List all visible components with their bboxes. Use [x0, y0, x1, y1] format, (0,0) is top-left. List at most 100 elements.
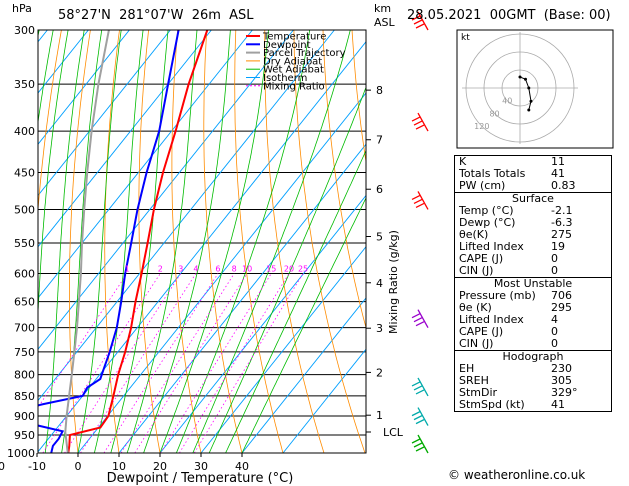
wind-barb-flag [411, 381, 421, 387]
hodograph-param-value: 305 [551, 374, 572, 387]
x-tick-label: -10 [28, 460, 46, 473]
wind-barb-flag [413, 120, 423, 126]
pressure-tick-label: 600 [14, 268, 35, 281]
legend-label: Wet Adiabat [263, 65, 324, 76]
index-value: 11 [551, 155, 565, 168]
dry-adiabat-line [351, 30, 366, 165]
wind-barb-flag [413, 385, 423, 391]
surface-value: 275 [551, 228, 572, 241]
wet-adiabat-line [110, 30, 169, 453]
surface-value: -6.3 [551, 216, 573, 229]
index-row: Totals Totals 41 [455, 168, 611, 180]
wet-adiabat-line [38, 30, 69, 321]
wind-barb-staff [417, 434, 429, 454]
parcel-trajectory-line [64, 30, 110, 453]
index-row: K 11 [455, 156, 611, 168]
wind-barb-flag [415, 124, 425, 130]
wind-barb-staff [417, 407, 429, 426]
mixing-ratio-line [80, 273, 197, 453]
most-unstable-value: 0 [551, 325, 558, 338]
km-tick-label: 7 [376, 134, 383, 147]
most-unstable-title: Most Unstable [493, 277, 573, 290]
hodograph-ring-label: 40 [502, 97, 512, 106]
wind-barb-staff [417, 377, 429, 397]
mixing-ratio-line [103, 273, 219, 453]
wind-barb-staff [417, 309, 429, 329]
surface-row: CIN (J) 0 [455, 265, 611, 277]
isotherm-line [38, 30, 130, 145]
hodograph-point [518, 75, 522, 79]
mixing-ratio-line [134, 273, 248, 453]
dry-adiabat-line [0, 30, 3, 453]
hodograph-unit-label: kt [461, 33, 470, 43]
index-label: K [459, 155, 467, 168]
isotherm-line [38, 30, 171, 197]
wet-adiabat-line [159, 30, 269, 453]
hodograph-ring-label: 80 [489, 109, 499, 118]
dry-adiabat-line [203, 30, 243, 453]
hodograph-param-value: 230 [551, 362, 572, 375]
mixing-ratio-label: 10 [242, 265, 252, 274]
wind-barb-flag [413, 415, 423, 421]
most-unstable-label: CAPE (J) [459, 325, 504, 338]
mixing-ratio-label: 20 [284, 265, 294, 274]
pressure-tick-label: 500 [14, 203, 35, 216]
mixing-ratio-label: 6 [215, 265, 220, 274]
mixing-ratio-axis-title: Mixing Ratio (g/kg) [387, 230, 400, 334]
plot-frame [37, 29, 367, 454]
hodograph-param-label: StmDir [459, 386, 498, 399]
mixing-ratio-label: 3 [178, 265, 183, 274]
hodograph-frame [456, 29, 614, 149]
surface-value: 19 [551, 240, 565, 253]
datetime-title: 28.05.2021 00GMT (Base: 00) [407, 8, 611, 23]
most-unstable-label: θe (K) [459, 301, 492, 314]
wind-barb-flag [411, 411, 421, 417]
surface-label: CIN (J) [459, 264, 494, 277]
mixing-ratio-label: 4 [193, 265, 198, 274]
wind-barb [411, 191, 429, 210]
wet-adiabat-line [143, 30, 231, 453]
surface-value: -2.1 [551, 204, 573, 217]
legend-label: Dewpoint [263, 40, 311, 51]
wet-adiabat-line [192, 30, 351, 453]
pressure-tick-label: 900 [14, 410, 35, 423]
isotherm-line [282, 348, 366, 453]
mixing-ratio-line [179, 273, 290, 453]
surface-value: 0 [551, 252, 558, 265]
lcl-label: LCL [383, 426, 404, 439]
hodograph-param-row: EH 230 [455, 363, 611, 375]
wet-adiabat-line [94, 30, 144, 453]
km-tick-label: 2 [376, 366, 383, 379]
hodograph-param-value: 41 [551, 398, 565, 411]
footer-credit: © weatheronline.co.uk [448, 468, 586, 482]
most-unstable-value: 0 [551, 337, 558, 350]
surface-row: θe(K) 275 [455, 229, 611, 241]
surface-row: CAPE (J) 0 [455, 253, 611, 265]
wind-barb [411, 309, 429, 329]
isotherm-line [159, 194, 366, 453]
legend-label: Dry Adiabat [263, 56, 322, 67]
isotherm-line [0, 30, 6, 453]
wet-adiabat-line [0, 30, 13, 453]
index-value: 0.83 [551, 179, 576, 192]
wet-adiabat-line [225, 149, 366, 453]
wind-barb [411, 407, 429, 426]
x-axis-title: Dewpoint / Temperature (°C) [107, 471, 294, 486]
surface-value: 0 [551, 264, 558, 277]
wet-adiabat-line [44, 30, 85, 453]
pressure-tick-label: 650 [14, 296, 35, 309]
wind-barb-flag [411, 15, 421, 21]
mixing-ratio-line [160, 273, 272, 453]
km-tick-label: 4 [376, 277, 383, 290]
hodograph-param-label: EH [459, 362, 475, 375]
dry-adiabat-line [138, 30, 161, 453]
wind-barb-flag [411, 438, 421, 444]
km-tick-label: 6 [376, 183, 383, 196]
index-label: Totals Totals [459, 167, 526, 180]
km-tick-label: 1 [376, 409, 383, 422]
mixing-ratio-label: 25 [298, 265, 308, 274]
dry-adiabat-line [104, 30, 120, 453]
x-tick-label: -20 [0, 460, 5, 473]
pressure-tick-label: 800 [14, 369, 35, 382]
